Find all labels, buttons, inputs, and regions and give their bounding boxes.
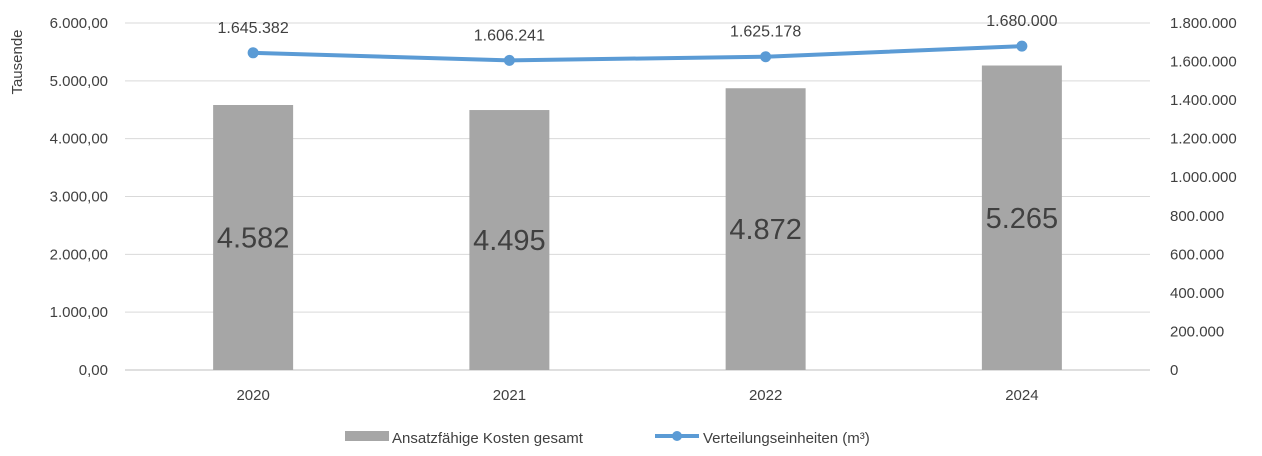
line-data-label: 1.645.382 bbox=[218, 20, 289, 37]
line-path bbox=[253, 44, 1022, 63]
line-point bbox=[247, 47, 259, 59]
bar-data-label: 5.265 bbox=[986, 203, 1059, 235]
axes: 0,00 1.000,00 2.000,00 3.000,00 4.000,00 5.00… bbox=[50, 15, 1237, 404]
line-point bbox=[760, 51, 772, 63]
x-tick-label: 2021 bbox=[493, 387, 526, 404]
y-right-tick-label: 1.400.000 bbox=[1170, 92, 1237, 109]
bar-data-label: 4.872 bbox=[729, 214, 802, 246]
gridlines bbox=[125, 22, 1150, 371]
line-data-label: 1.606.241 bbox=[474, 27, 545, 44]
bar-series: 4.582 4.495 4.872 5.265 bbox=[213, 65, 1062, 371]
bar bbox=[725, 88, 806, 371]
legend-label-bar: Ansatzfähige Kosten gesamt bbox=[392, 430, 584, 447]
y-left-tick-label: 1.000,00 bbox=[50, 304, 108, 321]
legend-swatch-bar bbox=[345, 431, 389, 441]
y-right-tick-label: 800.000 bbox=[1170, 208, 1224, 225]
y-left-tick-label: 4.000,00 bbox=[50, 131, 108, 148]
y-right-tick-label: 200.000 bbox=[1170, 323, 1224, 340]
y-left-tick-label: 2.000,00 bbox=[50, 246, 108, 263]
y-axis-title: Tausende bbox=[9, 29, 26, 94]
bar-data-label: 4.582 bbox=[217, 223, 290, 255]
y-right-tick-label: 1.600.000 bbox=[1170, 54, 1237, 71]
x-tick-label: 2020 bbox=[236, 387, 269, 404]
bar-data-label: 4.495 bbox=[473, 225, 546, 257]
y-left-tick-label: 3.000,00 bbox=[50, 189, 108, 206]
bar bbox=[981, 65, 1062, 370]
x-tick-label: 2022 bbox=[749, 387, 782, 404]
y-right-tick-label: 1.200.000 bbox=[1170, 131, 1237, 148]
y-left-tick-label: 0,00 bbox=[79, 362, 108, 379]
y-right-tick-label: 400.000 bbox=[1170, 285, 1224, 302]
line-data-label: 1.680.000 bbox=[986, 13, 1057, 30]
x-tick-label: 2024 bbox=[1005, 387, 1038, 404]
legend-swatch-marker bbox=[672, 431, 682, 441]
bar bbox=[469, 110, 550, 370]
y-right-tick-label: 1.800.000 bbox=[1170, 15, 1237, 32]
y-right-tick-label: 1.000.000 bbox=[1170, 169, 1237, 186]
bar bbox=[213, 105, 294, 371]
line-point bbox=[503, 54, 515, 66]
line-series: 1.645.382 1.606.241 1.625.178 1.680.000 bbox=[218, 13, 1058, 66]
line-point bbox=[1016, 40, 1028, 52]
legend: Ansatzfähige Kosten gesamt Verteilungsei… bbox=[345, 430, 870, 447]
line-data-label: 1.625.178 bbox=[730, 24, 801, 41]
y-right-tick-label: 600.000 bbox=[1170, 246, 1224, 263]
y-left-tick-label: 5.000,00 bbox=[50, 73, 108, 90]
y-right-tick-label: 0 bbox=[1170, 362, 1178, 379]
y-left-tick-label: 6.000,00 bbox=[50, 15, 108, 32]
legend-label-line: Verteilungseinheiten (m³) bbox=[703, 430, 870, 447]
